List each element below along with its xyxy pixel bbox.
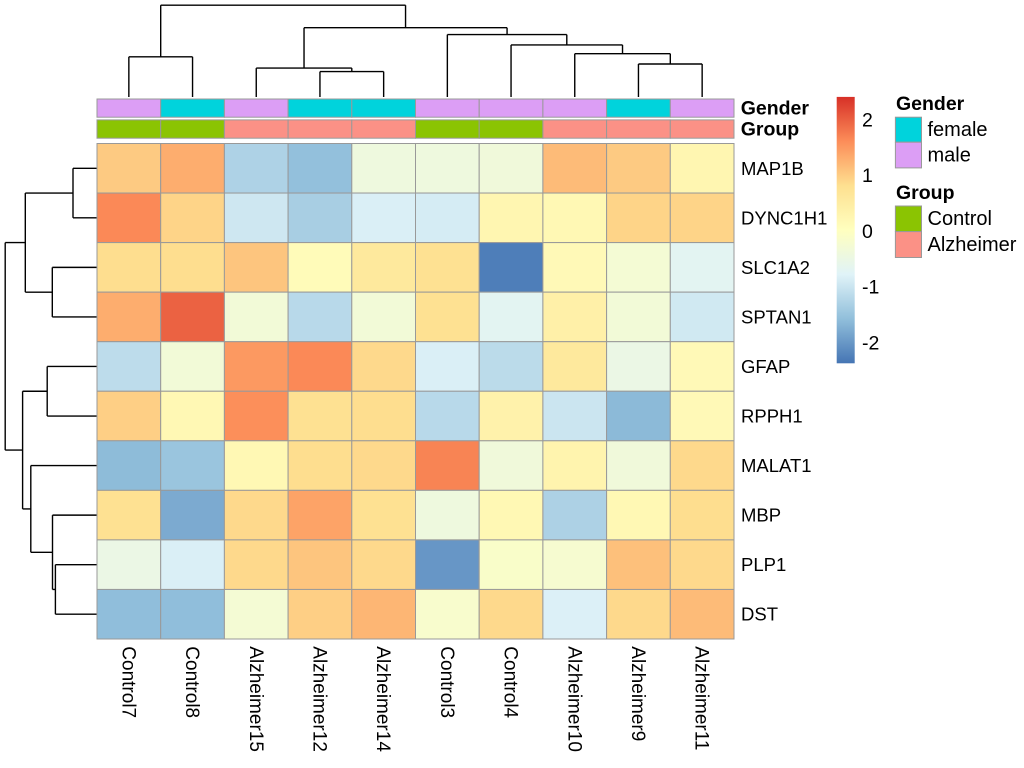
svg-text:Gender: Gender — [896, 93, 965, 115]
svg-text:Control7: Control7 — [117, 646, 138, 718]
svg-text:Control8: Control8 — [181, 646, 202, 718]
svg-text:Alzheimer15: Alzheimer15 — [245, 646, 266, 752]
svg-text:DST: DST — [741, 604, 778, 625]
svg-text:PLP1: PLP1 — [741, 554, 786, 575]
svg-text:female: female — [928, 119, 988, 141]
svg-text:Alzheimer11: Alzheimer11 — [691, 646, 712, 750]
svg-text:RPPH1: RPPH1 — [741, 406, 803, 427]
svg-text:Alzheimer12: Alzheimer12 — [308, 646, 329, 752]
svg-text:Control: Control — [928, 208, 992, 230]
svg-text:male: male — [928, 145, 971, 167]
svg-text:Alzheimer10: Alzheimer10 — [563, 646, 584, 752]
svg-text:MAP1B: MAP1B — [741, 158, 804, 179]
svg-text:Control4: Control4 — [500, 646, 521, 718]
svg-text:Alzheimer9: Alzheimer9 — [627, 646, 648, 741]
svg-text:-2: -2 — [862, 332, 879, 354]
svg-text:SPTAN1: SPTAN1 — [741, 306, 812, 327]
svg-text:2: 2 — [862, 110, 873, 132]
svg-text:Group: Group — [741, 118, 800, 140]
svg-text:MALAT1: MALAT1 — [741, 455, 812, 476]
svg-text:1: 1 — [862, 165, 873, 187]
svg-text:Group: Group — [896, 182, 955, 204]
svg-text:Alzheimer: Alzheimer — [928, 234, 1017, 256]
svg-text:SLC1A2: SLC1A2 — [741, 257, 810, 278]
svg-text:0: 0 — [862, 221, 873, 243]
svg-text:DYNC1H1: DYNC1H1 — [741, 207, 827, 228]
svg-text:GFAP: GFAP — [741, 356, 790, 377]
svg-text:Gender: Gender — [741, 97, 810, 119]
svg-text:Alzheimer14: Alzheimer14 — [372, 646, 393, 752]
svg-text:Control3: Control3 — [436, 646, 457, 718]
svg-text:MBP: MBP — [741, 505, 781, 526]
svg-text:-1: -1 — [862, 277, 879, 299]
